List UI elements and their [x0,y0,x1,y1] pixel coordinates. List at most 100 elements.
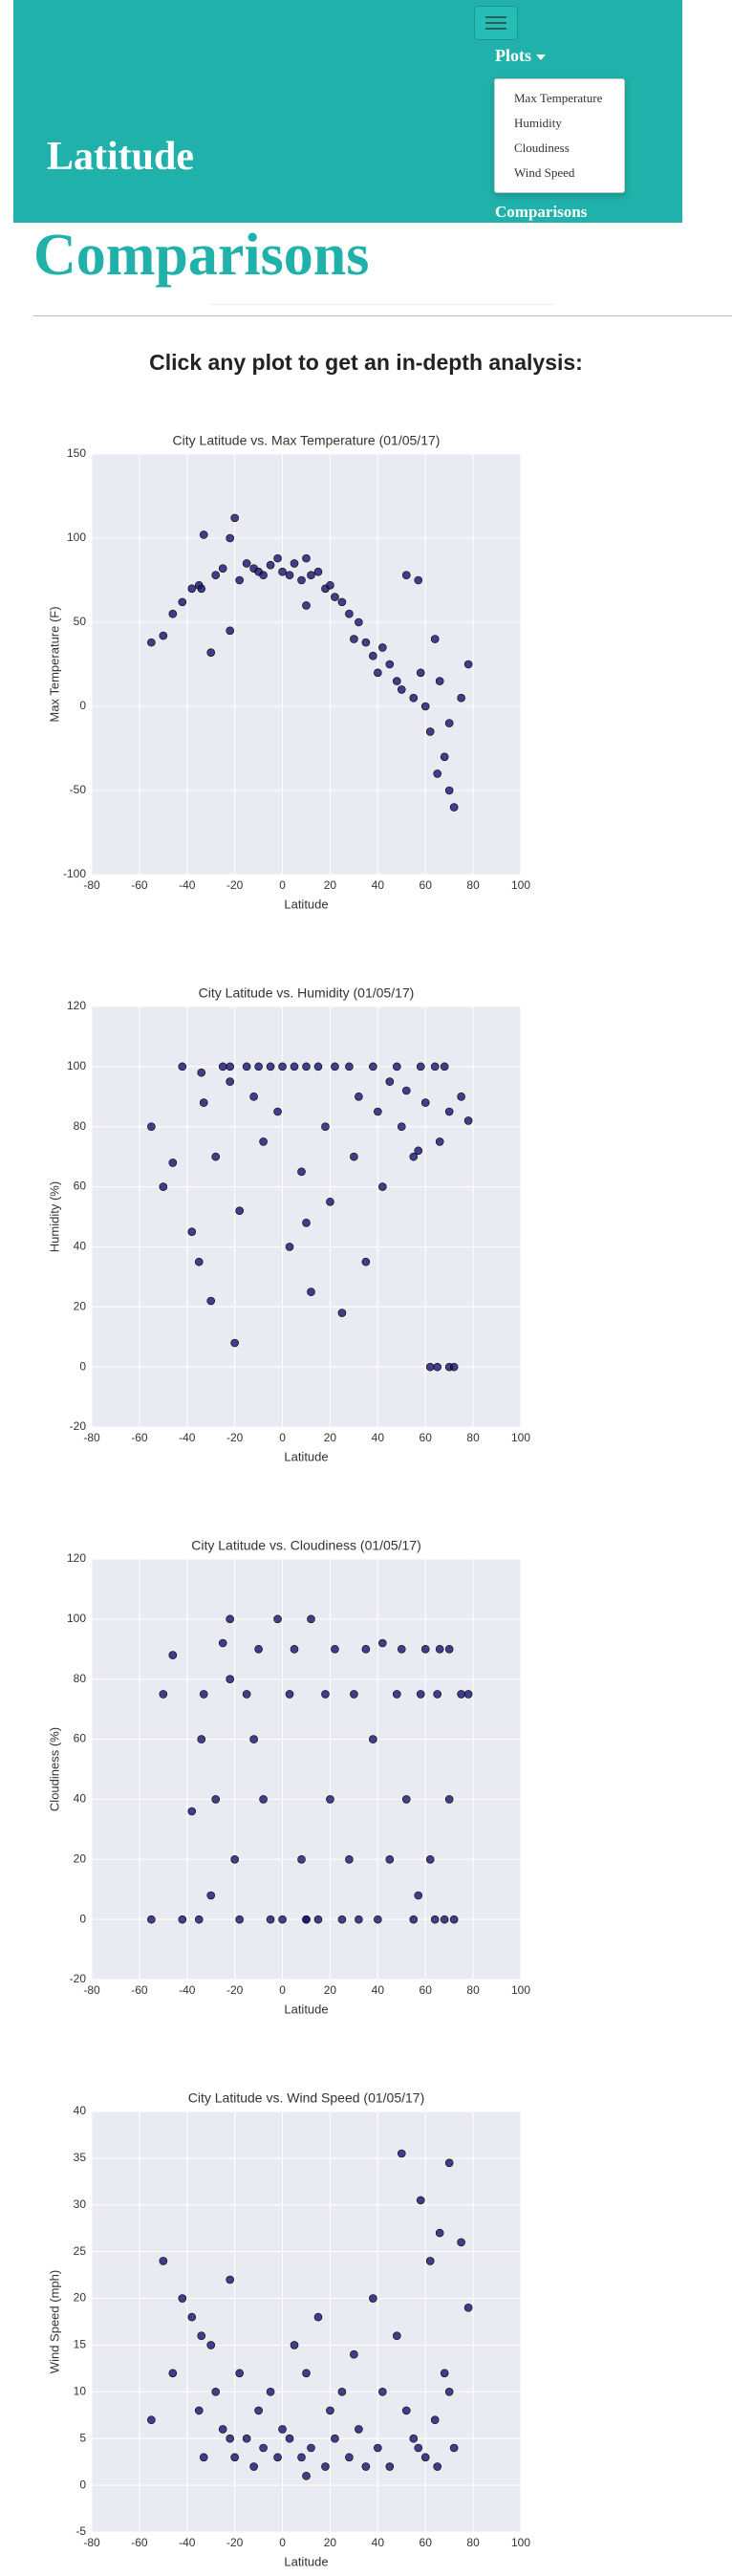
plot[interactable]: -80 -60 -40 -20 0 20 40 60 80 100 -100 -50 0 50 100 150… [0,421,732,916]
dropdown-toggle[interactable]: Plots [495,46,546,66]
data-point [345,609,354,618]
data-point [235,575,244,585]
data-point [414,575,423,585]
data-point [194,1915,204,1924]
data-point [440,1915,449,1924]
y-tick-label: 60 [74,1180,87,1193]
y-tick-label: 20 [74,2291,87,2305]
data-point [326,1795,334,1804]
y-axis-label: Cloudiness (%) [47,1727,61,1811]
x-tick-label: 0 [279,1983,286,1997]
nav-link[interactable]: Comparisons [495,203,588,221]
data-point [249,1092,258,1101]
data-point [206,648,216,657]
x-tick-label: 80 [466,2536,480,2549]
data-point [369,1735,377,1743]
data-point [414,1146,423,1156]
y-tick-label: 100 [67,530,86,544]
menu-button[interactable] [474,6,518,40]
data-point [226,626,234,636]
data-point [302,2472,311,2480]
data-point [211,1152,221,1161]
data-point [242,1690,251,1699]
data-point [249,2462,258,2471]
plot[interactable]: -80 -60 -40 -20 0 20 40 60 80 100 -20 0 20 40 60 80 100 1… [0,1526,732,2021]
data-point [463,1116,473,1125]
data-point [397,1644,406,1654]
data-point [331,2434,339,2443]
data-point [430,635,440,643]
y-tick-label: 5 [79,2431,86,2444]
data-point [425,2257,435,2265]
data-point [374,1915,382,1924]
y-tick-label: 120 [67,999,86,1012]
data-point [463,2304,473,2312]
data-point [297,2453,306,2462]
data-point [440,752,449,762]
data-point [430,1915,440,1924]
data-point [435,2228,444,2238]
y-tick-label: 40 [74,1792,87,1806]
data-point [361,1257,371,1266]
data-point [409,1915,419,1924]
data-point [374,1107,382,1116]
x-tick-label: -20 [226,1983,244,1997]
menu-item[interactable]: Wind Speed [514,165,575,180]
data-point [259,1795,268,1804]
data-point [430,1062,440,1072]
x-tick-label: 0 [279,1431,286,1444]
data-point [416,1690,425,1699]
data-point [178,1062,187,1072]
data-point [226,533,234,543]
data-point [218,1638,227,1648]
data-point [278,2425,287,2434]
data-point [199,1690,208,1699]
data-point [259,571,268,580]
x-tick-label: 20 [324,1431,337,1444]
x-tick-label: -20 [226,1431,244,1444]
data-point [235,1915,244,1924]
data-point [326,2406,334,2415]
data-point [374,2443,382,2453]
x-tick-label: -80 [83,2536,100,2549]
data-point [187,584,197,594]
data-point [345,1062,354,1072]
data-point [273,1614,282,1624]
y-axis-label: Wind Speed (mph) [47,2270,61,2373]
data-point [226,2275,234,2284]
data-point [187,1807,197,1816]
menu-item[interactable]: Max Temperature [514,91,603,105]
data-point [385,1077,395,1086]
y-tick-label: 30 [74,2197,87,2211]
data-point [420,2453,430,2462]
x-tick-label: -20 [226,2536,244,2549]
data-point [290,2341,299,2349]
data-point [397,685,406,694]
data-point [409,1152,419,1161]
data-point [206,1891,216,1900]
plot[interactable]: -80 -60 -40 -20 0 20 40 60 80 100 -5 0 5 10 15 20 25 30 35… [0,2078,732,2573]
data-point [350,1690,358,1699]
chart-title: City Latitude vs. Humidity (01/05/17) [199,985,415,1001]
menu-item[interactable]: Humidity [514,116,562,130]
x-axis-label: Latitude [284,1449,328,1463]
plot[interactable]: -80 -60 -40 -20 0 20 40 60 80 100 -20 0 20 40 60 80 100 1… [0,973,732,1468]
data-point [235,2369,244,2378]
brand[interactable]: Latitude [47,135,195,179]
x-tick-label: 40 [372,878,385,892]
menu-item[interactable]: Cloudiness [514,141,570,155]
y-tick-label: 20 [74,1299,87,1312]
data-point [197,2331,206,2340]
data-point [355,1092,363,1101]
y-tick-label: -50 [70,783,87,796]
y-tick-label: 100 [67,1612,86,1625]
data-point [285,1243,294,1251]
x-tick-label: 60 [420,1431,433,1444]
data-point [168,609,178,618]
data-point [321,1690,330,1699]
chart-title: City Latitude vs. Max Temperature (01/05… [173,433,441,448]
data-point [449,803,459,812]
chart-title: City Latitude vs. Cloudiness (01/05/17) [191,1538,420,1553]
data-point [414,1891,423,1900]
